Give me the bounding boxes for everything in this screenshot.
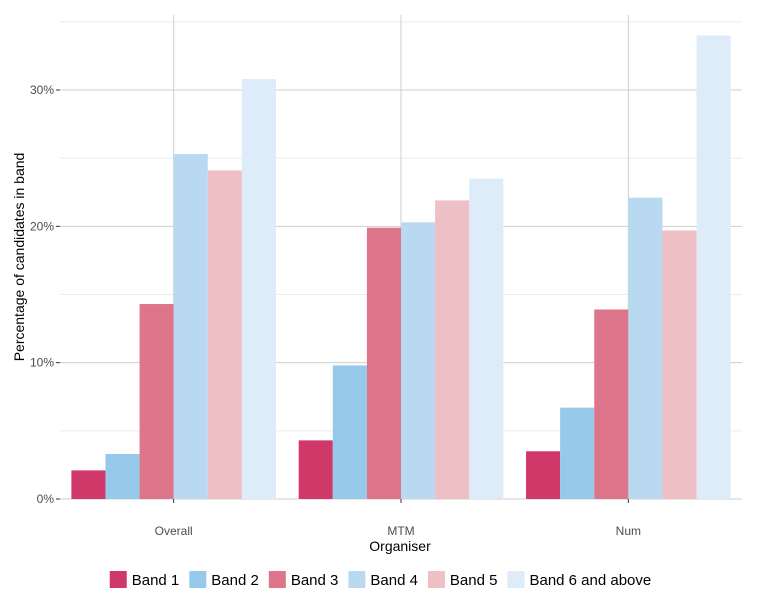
legend-key xyxy=(109,571,127,588)
legend-key xyxy=(507,571,525,588)
y-axis-title: Percentage of candidates in band xyxy=(11,153,27,362)
legend-key xyxy=(268,571,286,588)
legend-key xyxy=(348,571,366,588)
bar xyxy=(401,222,436,499)
bar xyxy=(241,79,276,500)
x-axis-title: Organiser xyxy=(369,538,431,554)
bar xyxy=(560,407,595,499)
bar xyxy=(207,170,242,499)
legend-label: Band 2 xyxy=(211,572,259,589)
legend-item: Band 3 xyxy=(268,571,339,589)
legend-key xyxy=(427,571,445,588)
bar xyxy=(298,440,333,499)
x-tick-label: MTM xyxy=(387,524,414,538)
legend-item: Band 6 and above xyxy=(507,571,651,589)
bar xyxy=(435,200,470,499)
y-tick-label: 10% xyxy=(30,356,54,370)
legend-item: Band 2 xyxy=(189,571,259,589)
x-tick-label: Num xyxy=(616,524,641,538)
bar xyxy=(173,154,208,499)
legend-label: Band 1 xyxy=(132,572,180,589)
legend-key xyxy=(189,571,207,588)
bar xyxy=(366,227,401,499)
bar xyxy=(696,35,731,499)
legend-label: Band 3 xyxy=(291,572,339,589)
legend-label: Band 4 xyxy=(370,572,418,589)
x-tick-label: Overall xyxy=(155,524,193,538)
y-tick-label: 20% xyxy=(30,219,54,233)
x-axis-ticks: Overall MTM Num xyxy=(155,499,641,538)
legend-item: Band 4 xyxy=(348,571,418,589)
bar xyxy=(71,470,106,499)
y-tick-label: 0% xyxy=(37,492,55,506)
legend-item: Band 1 xyxy=(109,571,180,589)
y-axis-ticks: 0% 10% 20% 30% xyxy=(30,83,60,506)
bars xyxy=(71,35,731,500)
bar xyxy=(662,230,697,500)
y-tick-label: 30% xyxy=(30,83,54,97)
legend: Band 1 Band 2 Band 3 Band 4 Band 5 Band 6 and… xyxy=(109,571,651,589)
bar xyxy=(526,451,561,499)
bar xyxy=(139,304,174,499)
bar xyxy=(628,197,663,499)
bar xyxy=(594,309,629,499)
bar xyxy=(105,454,140,499)
bar xyxy=(332,365,367,499)
bar xyxy=(469,178,504,499)
legend-item: Band 5 xyxy=(427,571,498,589)
legend-label: Band 5 xyxy=(450,572,498,589)
legend-label: Band 6 and above xyxy=(529,572,651,589)
